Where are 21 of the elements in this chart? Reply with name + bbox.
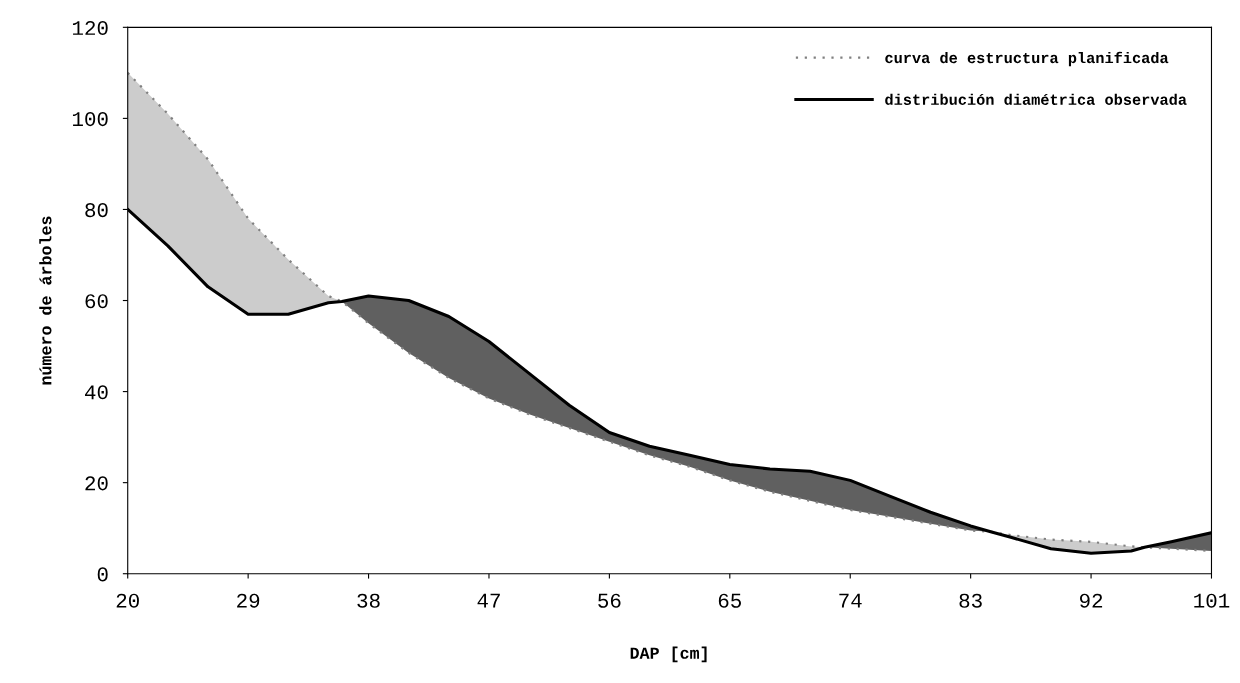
x-tick-label: 20 — [116, 593, 139, 608]
x-tick-label: 101 — [1194, 593, 1230, 608]
y-tick-label: 40 — [85, 385, 108, 400]
x-tick-label: 92 — [1079, 593, 1103, 608]
y-tick-label: 60 — [85, 294, 108, 309]
y-tick-label: 120 — [72, 20, 108, 36]
legend-label: curva de estructura planificada — [885, 51, 1169, 67]
x-axis-title: DAP [cm] — [630, 646, 707, 663]
x-tick-label: 38 — [357, 593, 380, 608]
x-tick-label: 56 — [598, 593, 621, 608]
x-tick-label: 47 — [477, 593, 500, 608]
y-tick-label: 80 — [85, 203, 108, 218]
y-tick-label: 100 — [72, 112, 108, 127]
x-tick-label: 29 — [237, 593, 260, 608]
x-tick-label: 83 — [959, 593, 982, 608]
y-tick-label: 0 — [97, 567, 108, 582]
x-tick-label: 65 — [718, 593, 741, 608]
legend-label: distribución diamétrica observada — [885, 93, 1187, 105]
y-axis-title: número de árboles — [39, 216, 52, 385]
y-tick-label: 20 — [85, 476, 108, 491]
x-tick-label: 74 — [839, 593, 862, 608]
